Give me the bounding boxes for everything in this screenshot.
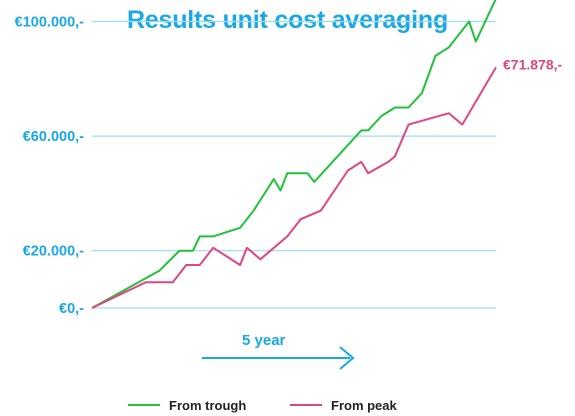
- y-axis-labels: €0,-€20.000,-€60.000,-€100.000,-€140.000…: [15, 15, 85, 318]
- series-end-label: €71.878,-: [503, 56, 562, 72]
- legend-swatch-green: [128, 404, 160, 406]
- y-tick-label: €60.000,-: [23, 129, 84, 145]
- series-line-from-trough: [91, 0, 497, 309]
- legend-label-from-trough: From trough: [169, 397, 247, 413]
- series-line-from-peak: [91, 66, 497, 309]
- series-lines: [91, 0, 497, 309]
- legend-item-from-peak: From peak: [290, 396, 397, 414]
- y-tick-label: €100.000,-: [15, 15, 85, 31]
- x-axis-duration-label: 5 year: [242, 332, 286, 349]
- gridlines: [92, 20, 496, 309]
- chart-title: Results unit cost averaging: [126, 6, 449, 34]
- legend-label-from-peak: From peak: [331, 397, 397, 413]
- y-tick-label: €0,-: [59, 301, 84, 317]
- series-end-labels: €88.566,-€71.878,-: [503, 56, 562, 72]
- y-tick-label: €20.000,-: [23, 244, 84, 260]
- duration-arrow-icon: [202, 346, 355, 370]
- legend-swatch-pink: [290, 404, 322, 406]
- legend-item-from-trough: From trough: [128, 396, 246, 414]
